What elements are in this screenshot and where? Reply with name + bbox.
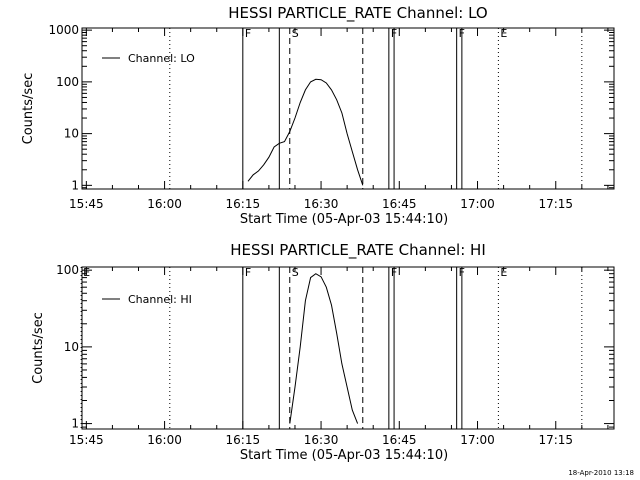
x-tick-label: 16:00 (147, 197, 182, 211)
marker-label: S (292, 27, 299, 40)
marker-label: E (500, 266, 507, 279)
legend-label: Channel: LO (128, 52, 195, 65)
y-axis-label: Counts/sec (31, 312, 46, 384)
y-tick-label: 10 (64, 340, 79, 354)
y-tick-label: 1 (71, 417, 79, 431)
marker-label: E (500, 27, 507, 40)
y-axis-label: Counts/sec (21, 73, 36, 145)
x-tick-label: 16:45 (382, 433, 417, 447)
x-tick-label: 17:00 (460, 197, 495, 211)
x-tick-label: 16:15 (226, 197, 261, 211)
x-axis-label: Start Time (05-Apr-03 15:44:10) (240, 212, 448, 227)
legend-label: Channel: HI (128, 293, 192, 306)
y-tick-label: 100 (56, 75, 79, 89)
marker-label: E (83, 266, 90, 279)
x-tick-label: 16:15 (226, 433, 261, 447)
x-tick-label: 16:00 (147, 433, 182, 447)
series-line (289, 273, 359, 424)
marker-label: F (245, 27, 251, 40)
marker-label: S (292, 266, 299, 279)
x-axis-label: Start Time (05-Apr-03 15:44:10) (240, 448, 448, 463)
plot-frame (81, 266, 615, 430)
hi-channel-panel: HESSI PARTICLE_RATE Channel: HI 15:45 16:0… (31, 241, 615, 463)
marker-label: F (245, 266, 251, 279)
y-tick-label: 100 (56, 263, 79, 277)
y-tick-label: 1000 (48, 23, 79, 37)
x-tick-label: 15:45 (69, 197, 104, 211)
plot-title: HESSI PARTICLE_RATE Channel: HI (230, 241, 486, 260)
y-tick-label: 10 (64, 127, 79, 141)
lo-channel-panel: HESSI PARTICLE_RATE Channel: LO 15:45 16:0… (21, 4, 615, 227)
x-tick-label: 17:15 (538, 197, 573, 211)
plot-title: HESSI PARTICLE_RATE Channel: LO (228, 4, 487, 23)
x-tick-label: 15:45 (69, 433, 104, 447)
x-tick-label: 17:00 (460, 433, 495, 447)
y-tick-label: 1 (71, 178, 79, 192)
x-tick-label: 16:30 (304, 433, 339, 447)
x-tick-label: 16:30 (304, 197, 339, 211)
series-line (247, 78, 364, 186)
footer-timestamp: 18-Apr-2010 13:18 (568, 469, 634, 477)
x-tick-label: 16:45 (382, 197, 417, 211)
x-tick-label: 17:15 (538, 433, 573, 447)
